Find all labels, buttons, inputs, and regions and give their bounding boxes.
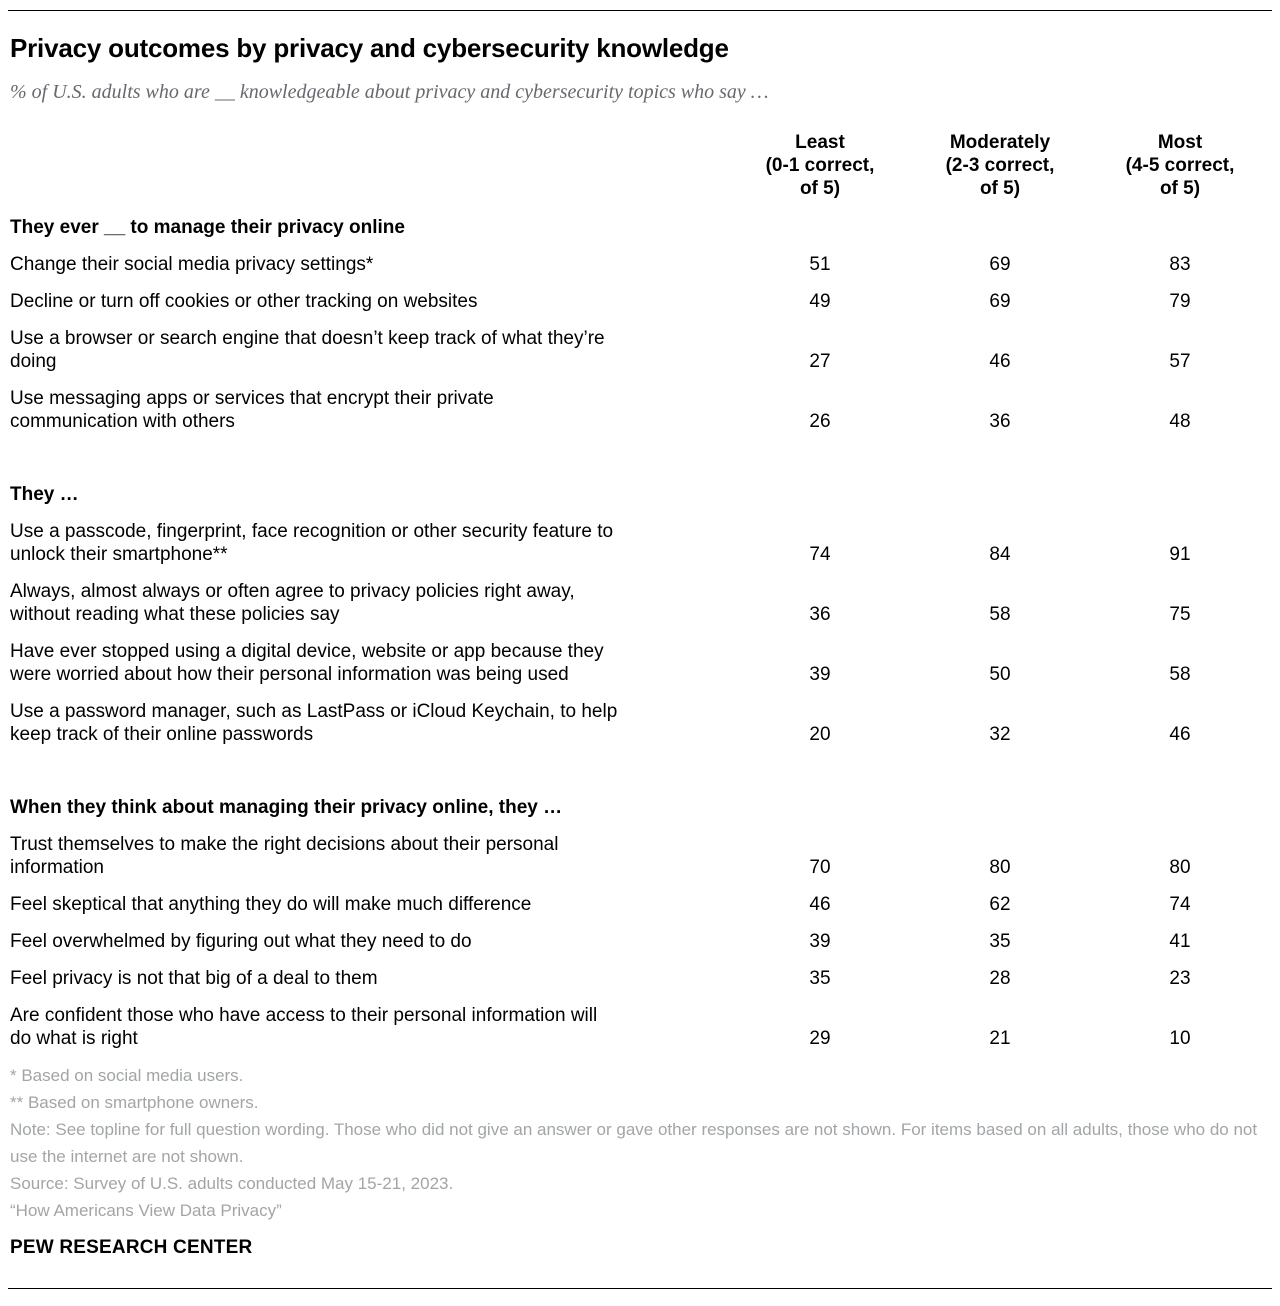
value-cell: 80 <box>1169 857 1191 878</box>
table-row: Use a passcode, fingerprint, face recogn… <box>10 506 1270 566</box>
value-cell: 46 <box>809 894 831 915</box>
value-cell: 26 <box>809 411 831 432</box>
section-heading: They … <box>10 484 79 505</box>
value-cell: 79 <box>1169 291 1191 312</box>
value-cell: 58 <box>989 604 1011 625</box>
row-label: Trust themselves to make the right decis… <box>10 834 559 878</box>
bottom-rule <box>8 1288 1272 1289</box>
column-header-most: Most (4-5 correct, of 5) <box>1125 132 1235 199</box>
value-cell: 46 <box>1169 724 1191 745</box>
value-cell: 69 <box>989 291 1011 312</box>
value-cell: 91 <box>1169 544 1191 565</box>
value-cell: 62 <box>989 894 1011 915</box>
value-cell: 74 <box>809 544 831 565</box>
table-row: Change their social media privacy settin… <box>10 239 1270 276</box>
row-label: Use a password manager, such as LastPass… <box>10 701 618 745</box>
row-label: Are confident those who have access to t… <box>10 1005 598 1049</box>
column-header-least: Least (0-1 correct, of 5) <box>765 132 875 199</box>
value-cell: 48 <box>1169 411 1191 432</box>
footnote-double-asterisk: ** Based on smartphone owners. <box>10 1093 259 1112</box>
section-header-row: They ever __ to manage their privacy onl… <box>10 200 1270 239</box>
footnotes: * Based on social media users. ** Based … <box>10 1062 1270 1224</box>
row-label: Decline or turn off cookies or other tra… <box>10 291 478 312</box>
table-row: Have ever stopped using a digital device… <box>10 626 1270 686</box>
value-cell: 32 <box>989 724 1011 745</box>
footnote-note: Note: See topline for full question word… <box>10 1120 1258 1166</box>
table-row: Use messaging apps or services that encr… <box>10 373 1270 433</box>
label-column-header <box>10 131 730 200</box>
table-body: They ever __ to manage their privacy onl… <box>10 200 1270 1050</box>
value-cell: 50 <box>989 664 1011 685</box>
value-cell: 41 <box>1169 931 1191 952</box>
value-cell: 49 <box>809 291 831 312</box>
table-header: Least (0-1 correct, of 5) Moderately (2-… <box>10 131 1270 200</box>
value-cell: 80 <box>989 857 1011 878</box>
value-cell: 69 <box>989 254 1011 275</box>
value-cell: 46 <box>989 351 1011 372</box>
value-cell: 28 <box>989 968 1011 989</box>
privacy-outcomes-table: Least (0-1 correct, of 5) Moderately (2-… <box>10 131 1270 1050</box>
value-cell: 75 <box>1169 604 1191 625</box>
row-label: Have ever stopped using a digital device… <box>10 641 604 685</box>
row-label: Feel overwhelmed by figuring out what th… <box>10 931 472 952</box>
row-label: Feel privacy is not that big of a deal t… <box>10 968 378 989</box>
table-row: Always, almost always or often agree to … <box>10 566 1270 626</box>
footnote-source: Source: Survey of U.S. adults conducted … <box>10 1174 454 1193</box>
table-row: Feel privacy is not that big of a deal t… <box>10 953 1270 990</box>
value-cell: 27 <box>809 351 831 372</box>
table-row: Feel overwhelmed by figuring out what th… <box>10 916 1270 953</box>
value-cell: 35 <box>809 968 831 989</box>
page-title: Privacy outcomes by privacy and cybersec… <box>10 33 729 63</box>
column-header-row: Least (0-1 correct, of 5) Moderately (2-… <box>10 131 1270 200</box>
row-label: Change their social media privacy settin… <box>10 254 374 275</box>
value-cell: 36 <box>809 604 831 625</box>
section-header-row: When they think about managing their pri… <box>10 746 1270 819</box>
value-cell: 84 <box>989 544 1011 565</box>
section-heading: They ever __ to manage their privacy onl… <box>10 217 405 238</box>
value-cell: 10 <box>1169 1028 1191 1049</box>
table-row: Use a browser or search engine that does… <box>10 313 1270 373</box>
value-cell: 29 <box>809 1028 831 1049</box>
top-rule <box>8 10 1272 11</box>
value-cell: 36 <box>989 411 1011 432</box>
value-cell: 23 <box>1169 968 1191 989</box>
footnote-asterisk: * Based on social media users. <box>10 1066 244 1085</box>
table-row: Use a password manager, such as LastPass… <box>10 686 1270 746</box>
value-cell: 39 <box>809 931 831 952</box>
section-heading: When they think about managing their pri… <box>10 797 563 818</box>
value-cell: 83 <box>1169 254 1191 275</box>
section-header-row: They … <box>10 433 1270 506</box>
footnote-report-title: “How Americans View Data Privacy” <box>10 1201 282 1220</box>
row-label: Use a browser or search engine that does… <box>10 328 605 372</box>
value-cell: 51 <box>809 254 831 275</box>
table-row: Feel skeptical that anything they do wil… <box>10 879 1270 916</box>
row-label: Use messaging apps or services that encr… <box>10 388 494 432</box>
row-label: Use a passcode, fingerprint, face recogn… <box>10 521 614 565</box>
value-cell: 57 <box>1169 351 1191 372</box>
value-cell: 21 <box>989 1028 1011 1049</box>
table-row: Decline or turn off cookies or other tra… <box>10 276 1270 313</box>
value-cell: 39 <box>809 664 831 685</box>
column-header-moderately: Moderately (2-3 correct, of 5) <box>945 132 1055 199</box>
pew-research-center-wordmark: PEW RESEARCH CENTER <box>10 1237 253 1258</box>
page-subtitle: % of U.S. adults who are __ knowledgeabl… <box>10 81 769 103</box>
table-row: Are confident those who have access to t… <box>10 990 1270 1050</box>
table-row: Trust themselves to make the right decis… <box>10 819 1270 879</box>
row-label: Always, almost always or often agree to … <box>10 581 575 625</box>
value-cell: 70 <box>809 857 831 878</box>
value-cell: 58 <box>1169 664 1191 685</box>
row-label: Feel skeptical that anything they do wil… <box>10 894 532 915</box>
value-cell: 74 <box>1169 894 1191 915</box>
value-cell: 35 <box>989 931 1011 952</box>
value-cell: 20 <box>809 724 831 745</box>
